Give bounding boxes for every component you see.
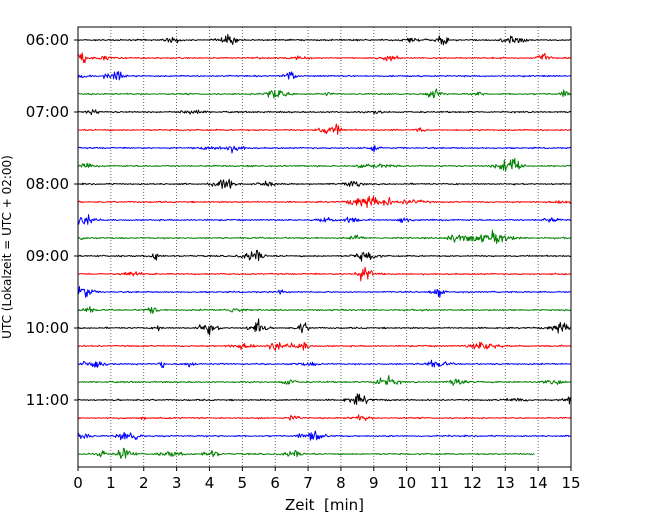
y-tick-label: 09:00 [26,247,69,265]
trace-line [77,414,571,421]
x-tick-label: 12 [463,474,482,492]
trace-line [77,195,572,209]
trace-line [77,375,572,386]
trace-line [77,266,571,282]
trace-line [77,285,571,298]
trace-line [77,144,571,154]
y-axis-label: UTC (Lokalzeit = UTC + 02:00) [0,155,14,339]
trace-line [77,178,572,189]
x-tick-label: 14 [529,474,548,492]
x-tick-label: 0 [73,474,83,492]
y-axis: 06:00 07:00 08:00 09:00 10:00 11:00 [26,31,78,409]
trace-line [77,214,572,225]
trace-line [77,88,572,99]
trace-line [77,229,571,244]
x-axis: 0 1 2 3 4 5 6 7 8 9 10 11 12 13 14 15 [73,467,581,492]
x-tick-label: 2 [139,474,149,492]
x-tick-label: 3 [172,474,182,492]
trace-line [77,123,572,135]
x-tick-label: 1 [106,474,116,492]
x-tick-label: 6 [270,474,280,492]
plot-frame [77,26,572,468]
x-tick-label: 9 [369,474,379,492]
trace-line [77,430,571,441]
trace-line [77,52,572,64]
trace-line [77,393,572,406]
trace-layer [77,33,572,459]
x-tick-label: 8 [336,474,346,492]
grid-layer [110,27,539,467]
x-tick-label: 4 [205,474,215,492]
y-tick-label: 10:00 [26,319,69,337]
x-tick-label: 11 [430,474,449,492]
x-tick-label: 10 [397,474,416,492]
trace-line [77,447,535,459]
trace-line [77,157,572,172]
y-tick-label: 07:00 [26,103,69,121]
trace-line [77,306,571,314]
x-tick-label: 5 [238,474,248,492]
trace-line [77,33,571,46]
trace-line [77,341,572,351]
x-axis-label: Zeit [min] [285,496,364,514]
y-tick-label: 08:00 [26,175,69,193]
x-tick-label: 7 [303,474,313,492]
y-tick-label: 11:00 [26,391,69,409]
trace-line [77,249,572,262]
trace-line [77,359,571,369]
y-tick-label: 06:00 [26,31,69,49]
x-tick-label: 13 [496,474,515,492]
trace-line [77,71,571,81]
x-tick-label: 15 [561,474,580,492]
trace-line [77,109,572,116]
trace-line [77,318,572,336]
